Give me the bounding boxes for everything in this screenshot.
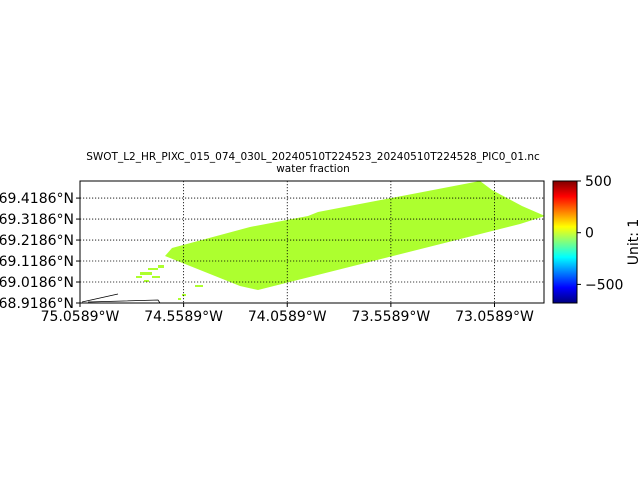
latitude-ticks: 69.4186°N 69.3186°N 69.2186°N 69.1186°N 69.0… [0,191,80,312]
longitude-tick-label: 73.0589°W [455,309,534,325]
latitude-tick-label: 68.9186°N [0,296,74,312]
longitude-tick-label: 74.5589°W [144,309,223,325]
latitude-tick-label: 69.0186°N [0,275,74,291]
colorbar: 500 0 −500 Unit: 1 [552,174,640,304]
colorbar-label: Unit: 1 [626,219,640,266]
longitude-tick-label: 74.0589°W [248,309,327,325]
map-axes: 69.4186°N 69.3186°N 69.2186°N 69.1186°N 69.0… [0,180,545,325]
colorbar-tick-label: 500 [585,174,612,190]
longitude-ticks: 75.0589°W 74.5589°W 74.0589°W 73.5589°W 73.0… [41,303,534,325]
colorbar-tick-label: 0 [585,226,594,242]
figure-subtitle: water fraction [276,163,350,175]
colorbar-ticks: 500 0 −500 [577,174,623,293]
map-frame [79,180,545,304]
figure-title: SWOT_L2_HR_PIXC_015_074_030L_20240510T22… [86,151,540,163]
latitude-tick-label: 69.2186°N [0,233,74,249]
longitude-tick-label: 73.5589°W [351,309,430,325]
latitude-tick-label: 69.3186°N [0,212,74,228]
coastline [81,293,161,304]
longitude-tick-label: 75.0589°W [41,309,120,325]
latitude-tick-label: 69.1186°N [0,254,74,270]
latitude-tick-label: 69.4186°N [0,191,74,207]
colorbar-tick-label: −500 [585,277,623,293]
graticule [80,181,544,303]
colorbar-gradient [552,180,578,304]
